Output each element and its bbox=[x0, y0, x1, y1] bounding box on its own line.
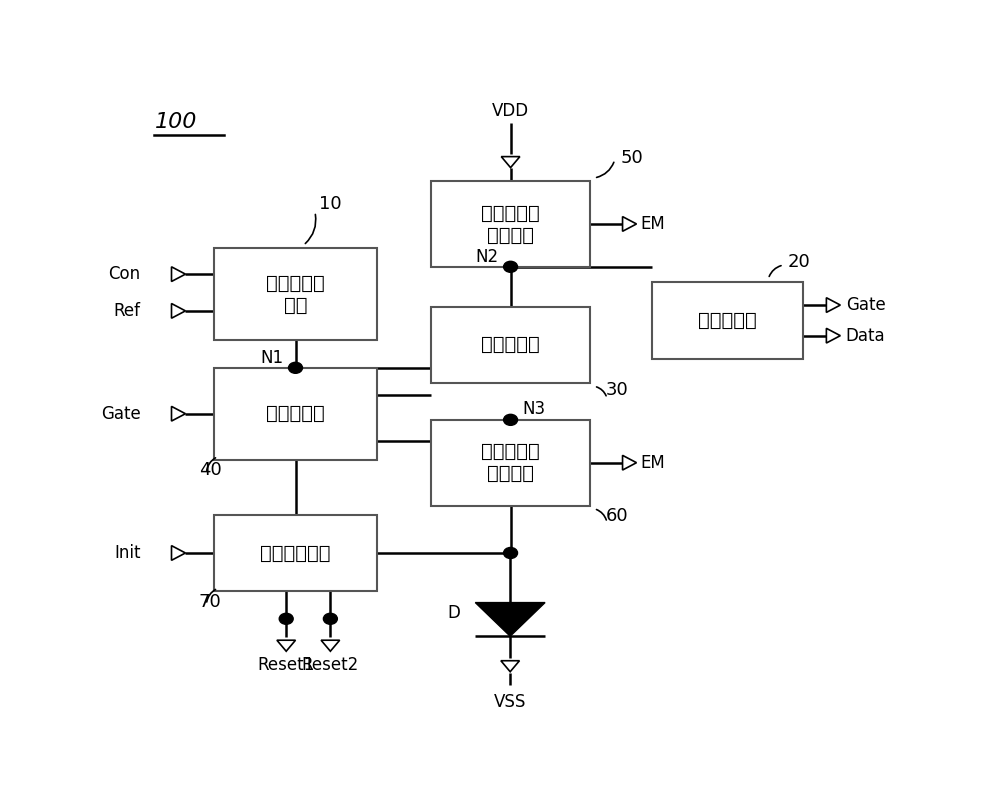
Polygon shape bbox=[172, 406, 185, 421]
FancyBboxPatch shape bbox=[214, 368, 377, 460]
Text: Reset2: Reset2 bbox=[302, 656, 359, 673]
Circle shape bbox=[289, 363, 302, 374]
Circle shape bbox=[504, 548, 518, 559]
Polygon shape bbox=[826, 328, 840, 343]
Text: N1: N1 bbox=[261, 349, 284, 367]
Circle shape bbox=[504, 414, 518, 425]
Text: 初始化子电路: 初始化子电路 bbox=[260, 544, 331, 563]
Text: D: D bbox=[447, 603, 460, 622]
Text: VSS: VSS bbox=[494, 693, 526, 712]
Polygon shape bbox=[475, 603, 545, 636]
Text: VDD: VDD bbox=[492, 102, 529, 120]
Text: Init: Init bbox=[114, 544, 140, 562]
Circle shape bbox=[279, 613, 293, 624]
Text: 漏电抑制子
电路: 漏电抑制子 电路 bbox=[266, 273, 325, 315]
Text: Data: Data bbox=[846, 327, 885, 345]
Polygon shape bbox=[277, 640, 296, 651]
Circle shape bbox=[504, 262, 518, 273]
Text: 70: 70 bbox=[199, 592, 221, 611]
Polygon shape bbox=[501, 661, 519, 672]
Text: 驱动子电路: 驱动子电路 bbox=[481, 335, 540, 355]
FancyBboxPatch shape bbox=[431, 181, 590, 267]
Text: EM: EM bbox=[640, 215, 665, 233]
Text: 储能子电路: 储能子电路 bbox=[266, 404, 325, 423]
Polygon shape bbox=[172, 545, 185, 560]
FancyBboxPatch shape bbox=[652, 282, 803, 359]
Text: 60: 60 bbox=[606, 507, 628, 525]
Text: 第二发光控
制子电路: 第二发光控 制子电路 bbox=[481, 442, 540, 483]
Text: Ref: Ref bbox=[114, 302, 140, 320]
Text: 第一发光控
制子电路: 第一发光控 制子电路 bbox=[481, 204, 540, 244]
Polygon shape bbox=[321, 640, 340, 651]
Text: N3: N3 bbox=[522, 400, 545, 417]
FancyBboxPatch shape bbox=[214, 248, 377, 340]
Text: Gate: Gate bbox=[846, 296, 886, 314]
Circle shape bbox=[323, 613, 337, 624]
Text: Con: Con bbox=[108, 266, 140, 283]
Text: 50: 50 bbox=[621, 149, 644, 167]
Polygon shape bbox=[172, 304, 185, 318]
Polygon shape bbox=[623, 456, 637, 470]
FancyBboxPatch shape bbox=[431, 420, 590, 506]
Text: 40: 40 bbox=[199, 461, 221, 479]
Text: Gate: Gate bbox=[101, 405, 140, 423]
Text: 100: 100 bbox=[154, 112, 197, 132]
Text: 10: 10 bbox=[319, 195, 341, 212]
Polygon shape bbox=[826, 297, 840, 312]
Polygon shape bbox=[172, 267, 185, 281]
Text: Reset1: Reset1 bbox=[258, 656, 315, 673]
Text: 30: 30 bbox=[606, 382, 628, 399]
Text: N2: N2 bbox=[476, 248, 499, 266]
Polygon shape bbox=[501, 157, 520, 168]
FancyBboxPatch shape bbox=[431, 307, 590, 383]
Text: EM: EM bbox=[640, 454, 665, 471]
Polygon shape bbox=[623, 216, 637, 231]
Text: 输入子电路: 输入子电路 bbox=[698, 311, 757, 330]
FancyBboxPatch shape bbox=[214, 514, 377, 591]
Text: 20: 20 bbox=[788, 253, 810, 271]
